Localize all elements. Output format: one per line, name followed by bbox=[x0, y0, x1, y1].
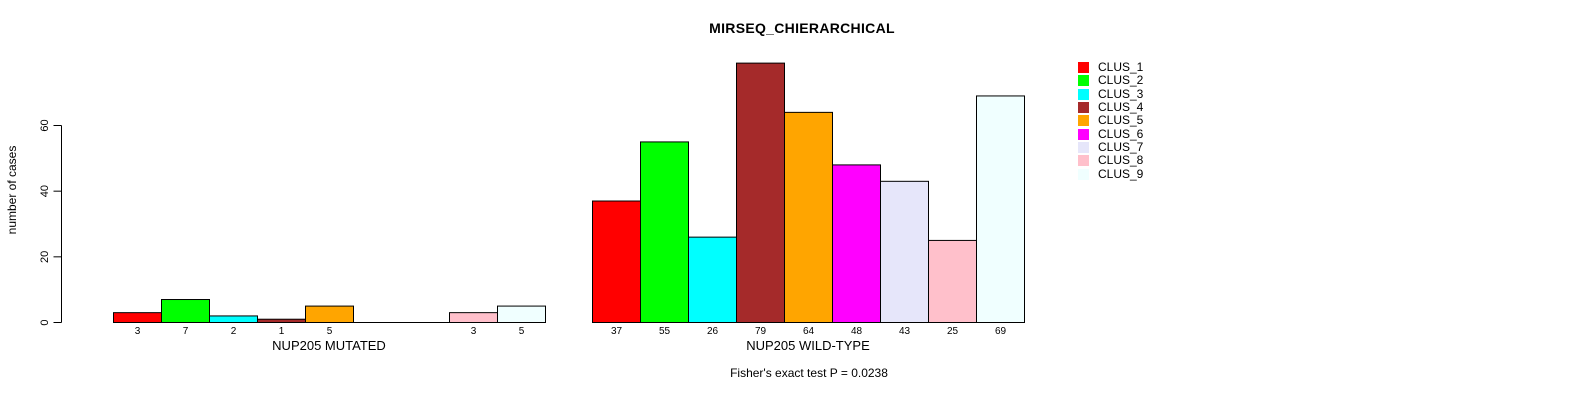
y-tick-label: 40 bbox=[39, 185, 51, 197]
bar-clus_5 bbox=[784, 111, 833, 323]
legend-swatch-icon bbox=[1078, 155, 1089, 167]
bar-value-label: 37 bbox=[611, 326, 623, 337]
legend-label: CLUS_5 bbox=[1098, 113, 1144, 128]
legend-item-clus_7: CLUS_7 bbox=[1078, 139, 1144, 154]
legend-item-clus_5: CLUS_5 bbox=[1078, 114, 1143, 127]
x-group-label-wildtype: NUP205 WILD-TYPE bbox=[746, 338, 870, 353]
legend-swatch-icon bbox=[1078, 102, 1089, 114]
legend-item-clus_3: CLUS_3 bbox=[1078, 86, 1144, 101]
bar-value-label: 26 bbox=[707, 326, 719, 337]
legend-swatch-icon bbox=[1078, 141, 1089, 153]
legend-swatch-icon bbox=[1078, 168, 1089, 180]
bar-value-label: 3 bbox=[135, 326, 141, 337]
bar-value-label: 25 bbox=[947, 326, 959, 337]
legend-label: CLUS_1 bbox=[1098, 60, 1144, 75]
legend-item-clus_9: CLUS_9 bbox=[1078, 167, 1143, 180]
bar-clus_7 bbox=[880, 180, 929, 323]
legend-label: CLUS_2 bbox=[1098, 73, 1144, 88]
legend-label: CLUS_3 bbox=[1098, 86, 1144, 101]
legend-item-clus_1: CLUS_1 bbox=[1078, 61, 1143, 74]
bar-value-label: 79 bbox=[755, 326, 767, 337]
legend-label: CLUS_9 bbox=[1098, 166, 1144, 181]
bar-clus_4 bbox=[257, 318, 306, 324]
legend-label: CLUS_8 bbox=[1098, 153, 1144, 168]
bar-clus_2 bbox=[640, 141, 689, 323]
bar-clus_9 bbox=[976, 95, 1025, 323]
bar-clus_9 bbox=[497, 305, 546, 324]
legend-item-clus_8: CLUS_8 bbox=[1078, 154, 1143, 167]
bar-value-label: 69 bbox=[995, 326, 1007, 337]
legend-label: CLUS_6 bbox=[1098, 126, 1144, 141]
legend-item-clus_6: CLUS_6 bbox=[1078, 127, 1143, 140]
bar-clus_4 bbox=[736, 62, 785, 323]
bar-value-label: 7 bbox=[183, 326, 189, 337]
legend-item-clus_2: CLUS_2 bbox=[1078, 74, 1143, 87]
fisher-test-note: Fisher's exact test P = 0.0238 bbox=[730, 366, 888, 380]
legend-swatch-icon bbox=[1078, 128, 1089, 140]
bar-clus_1 bbox=[592, 200, 641, 323]
bar-value-label: 5 bbox=[327, 326, 333, 337]
y-tick-label: 20 bbox=[39, 251, 51, 263]
bar-clus_3 bbox=[688, 236, 737, 323]
bar-clus_1 bbox=[113, 312, 162, 323]
bar-clus_2 bbox=[161, 299, 210, 323]
legend-swatch-icon bbox=[1078, 88, 1089, 100]
bar-clus_8 bbox=[928, 239, 977, 324]
x-group-label-mutated: NUP205 MUTATED bbox=[272, 338, 386, 353]
bar-value-label: 5 bbox=[519, 326, 525, 337]
bar-clus_3 bbox=[209, 315, 258, 323]
bar-clus_6 bbox=[832, 164, 881, 323]
bar-value-label: 64 bbox=[803, 326, 815, 337]
legend-swatch-icon bbox=[1078, 115, 1089, 127]
bar-value-label: 3 bbox=[471, 326, 477, 337]
legend-label: CLUS_4 bbox=[1098, 100, 1144, 115]
legend-swatch-icon bbox=[1078, 62, 1089, 74]
bar-clus_5 bbox=[305, 305, 354, 324]
chart-title: MIRSEQ_CHIERARCHICAL bbox=[709, 20, 895, 36]
bar-value-label: 1 bbox=[279, 326, 285, 337]
legend-swatch-icon bbox=[1078, 75, 1089, 87]
bar-clus_8 bbox=[449, 312, 498, 323]
y-tick-label: 60 bbox=[39, 119, 51, 131]
bar-value-label: 55 bbox=[659, 326, 671, 337]
y-tick-label: 0 bbox=[39, 319, 51, 325]
legend-item-clus_4: CLUS_4 bbox=[1078, 101, 1143, 114]
bar-value-label: 43 bbox=[899, 326, 911, 337]
legend-label: CLUS_7 bbox=[1098, 139, 1144, 154]
bar-value-label: 2 bbox=[231, 326, 237, 337]
legend: CLUS_1 CLUS_2 CLUS_3 CLUS_4 CLUS_5 CLUS_6 CLUS… bbox=[1078, 61, 1143, 181]
bar-value-label: 48 bbox=[851, 326, 863, 337]
